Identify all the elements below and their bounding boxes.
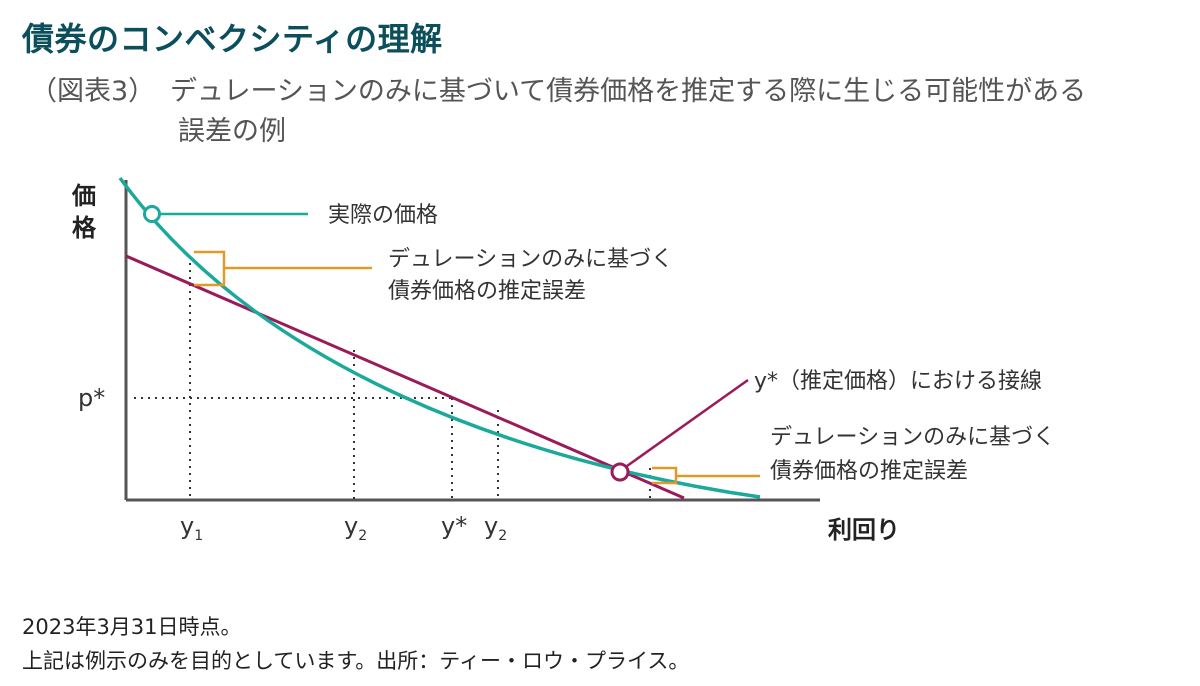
figure-caption-line2: 誤差の例 (178, 116, 286, 147)
error-1-label-line1: デュレーションのみに基づく (388, 247, 673, 272)
figure-number: （図表3） (30, 76, 156, 107)
actual-price-label: 実際の価格 (328, 203, 438, 228)
tick-y1-subscript: 1 (194, 528, 203, 544)
tangent-leader (626, 378, 749, 468)
tick-y2-subscript: 2 (358, 528, 367, 544)
tangent-marker (610, 462, 630, 482)
footnote: 2023年3月31日時点。 上記は例示のみを目的としています。出所：ティー・ロウ… (22, 610, 689, 678)
pstar-label: p* (78, 384, 105, 412)
actual-price-curve (118, 176, 761, 499)
tick-y2b: y2 (484, 512, 507, 544)
tick-y2: y2 (344, 512, 367, 544)
tick-y2b-letter: y (484, 512, 498, 540)
x-axis-label: 利回り (828, 516, 900, 544)
tick-y2-letter: y (344, 512, 358, 540)
figure-caption-line1: デュレーションのみに基づいて債券価格を推定する際に生じる可能性がある (170, 76, 1087, 107)
error-bracket-left (194, 250, 226, 287)
y-axis-label-2: 格 (72, 214, 97, 242)
footnote-source: 上記は例示のみを目的としています。出所：ティー・ロウ・プライス。 (22, 649, 690, 673)
tangent-label: y*（推定価格）における接線 (754, 369, 1042, 394)
page-title: 債券のコンベクシティの理解 (22, 20, 443, 58)
tick-y2b-subscript: 2 (498, 528, 507, 544)
tangent-line (125, 254, 685, 500)
tick-y1-letter: y (180, 512, 194, 540)
error-2-label-line2: 債券価格の推定誤差 (770, 459, 968, 484)
tick-y1: y1 (180, 512, 203, 544)
y-axis-label-1: 価 (71, 182, 96, 210)
tick-ystar: y* (441, 512, 467, 540)
error-1-label-line2: 債券価格の推定誤差 (388, 279, 586, 304)
error-2-label-line1: デュレーションのみに基づく (770, 425, 1055, 450)
figure-caption: （図表3） デュレーションのみに基づいて債券価格を推定する際に生じる可能性がある … (30, 72, 1180, 152)
footnote-date: 2023年3月31日時点。 (22, 615, 242, 639)
actual-price-marker (143, 205, 161, 223)
